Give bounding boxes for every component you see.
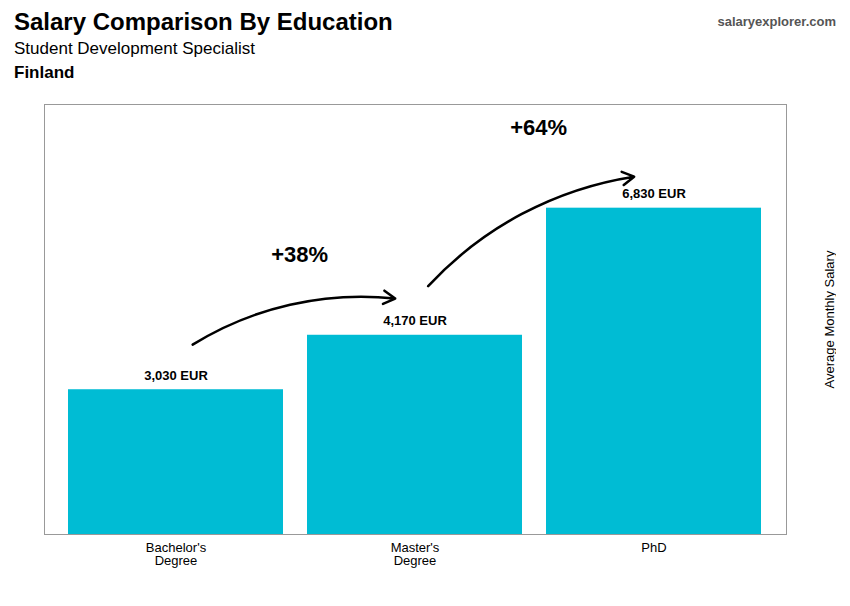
svg-text:+64%: +64% [510, 115, 567, 140]
svg-text:PhD: PhD [641, 540, 666, 555]
html-text:Salary Comparison By Education: Salary Comparison By Education [14, 8, 393, 35]
svg-text:Bachelor'sDegree: Bachelor'sDegree [146, 540, 207, 568]
html-text:Finland: Finland [14, 63, 75, 82]
svg-text:3,030 EUR: 3,030 EUR [144, 368, 208, 383]
svg-text:4,170 EUR: 4,170 EUR [383, 313, 447, 328]
svg-text:Master'sDegree: Master'sDegree [391, 540, 440, 568]
html-text:salaryexplorer.com: salaryexplorer.com [717, 14, 836, 29]
svg-text:6,830 EUR: 6,830 EUR [622, 186, 686, 201]
html-text:Student Development Specialist: Student Development Specialist [14, 39, 255, 58]
svg-text:Average Monthly Salary: Average Monthly Salary [822, 250, 837, 388]
svg-text:+38%: +38% [271, 242, 328, 267]
